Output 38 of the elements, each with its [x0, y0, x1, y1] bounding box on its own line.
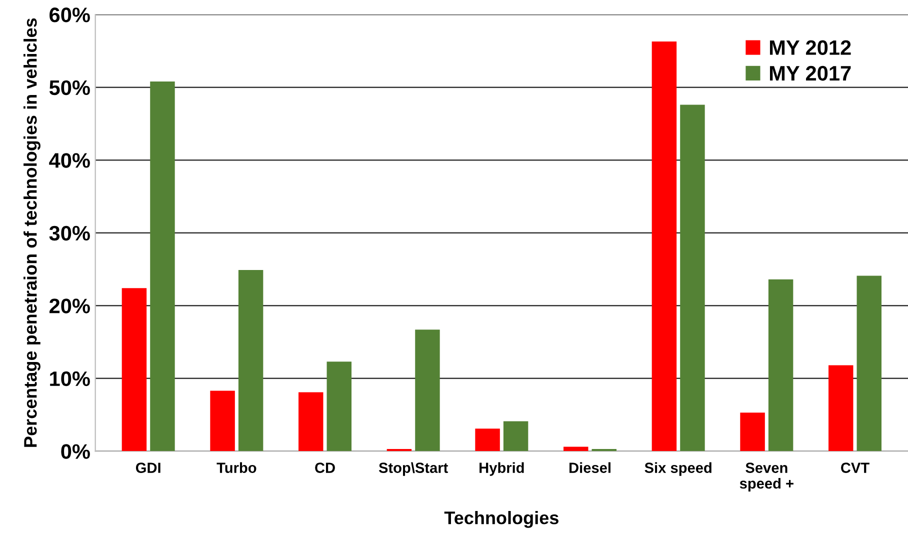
bar [326, 362, 352, 452]
bar [740, 412, 765, 452]
y-tick-label: 0% [61, 444, 90, 459]
x-tick-label: Six speed [644, 462, 712, 476]
bar [238, 270, 264, 452]
bar [828, 365, 854, 452]
y-tick-label: 30% [49, 226, 90, 241]
bar [475, 428, 500, 452]
y-tick-label: 20% [50, 298, 90, 314]
bar [592, 448, 616, 452]
bar [680, 104, 705, 452]
y-tick-label: 50% [49, 80, 90, 96]
bar [122, 288, 147, 452]
x-tick-label: Turbo [216, 462, 256, 473]
y-tick-label: 60% [50, 8, 90, 22]
bar [298, 392, 324, 452]
bar [564, 446, 588, 452]
x-tick-label: Hybrid [480, 462, 524, 476]
y-tick-label: 40% [49, 153, 90, 168]
bar [150, 81, 175, 452]
legend-label: MY 2012 [770, 40, 851, 56]
bar [652, 41, 677, 452]
x-tick-label: CD [315, 462, 335, 473]
y-axis-title: Percentage penetraion of technologies in vehicles [24, 18, 40, 447]
x-tick-label: GDI [136, 462, 160, 473]
legend-label: MY 2017 [770, 66, 851, 81]
x-tick-label: CVT [841, 462, 870, 473]
x-tick-label: Seven speed + [740, 462, 794, 492]
bar [503, 421, 528, 452]
x-axis-title: Technologies [444, 511, 558, 528]
x-tick-label: Stop\Start [378, 462, 448, 476]
bar [386, 448, 412, 452]
bar [415, 330, 440, 452]
x-tick-label: Diesel [569, 462, 610, 473]
bar [768, 279, 794, 452]
bar [210, 390, 235, 452]
y-tick-label: 10% [50, 371, 90, 386]
bar [856, 276, 882, 452]
